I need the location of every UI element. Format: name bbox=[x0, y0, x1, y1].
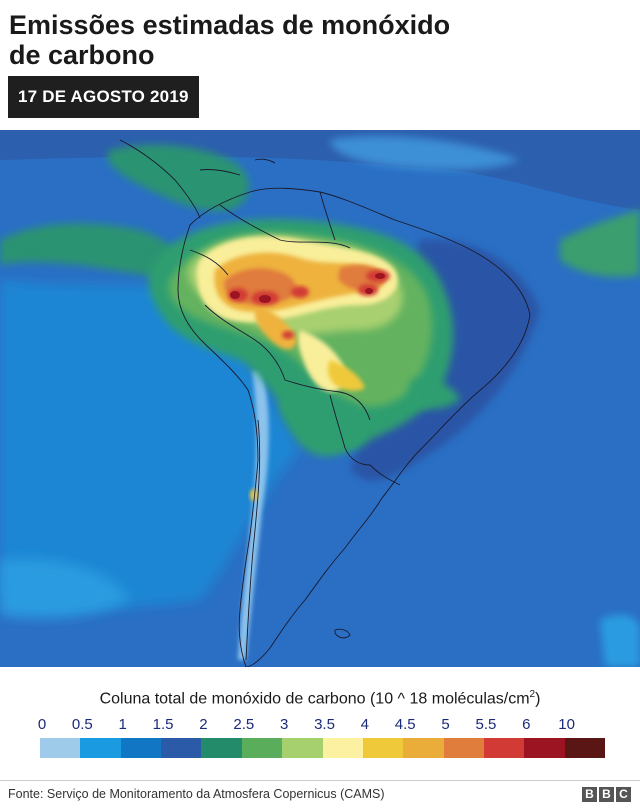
venezuela-guyana-border bbox=[319, 191, 336, 241]
core-4 bbox=[365, 288, 373, 294]
legend-title: Coluna total de monóxido de carbono (10 … bbox=[99, 689, 541, 708]
legend-swatch bbox=[443, 738, 484, 758]
legend-swatch bbox=[161, 738, 202, 758]
legend-color-bar bbox=[40, 738, 606, 758]
bbc-logo-block: C bbox=[616, 787, 631, 802]
legend-swatch bbox=[80, 738, 121, 758]
legend-tick-label: 6 bbox=[522, 716, 531, 733]
legend-tick-label: 1.5 bbox=[152, 716, 174, 733]
co-concentration-map bbox=[0, 130, 640, 667]
legend-tick-label: 3 bbox=[279, 716, 289, 733]
andes-yellow-spot bbox=[250, 489, 258, 501]
legend-swatch bbox=[403, 738, 444, 758]
core-3 bbox=[375, 273, 385, 279]
legend-swatch bbox=[282, 738, 323, 758]
hotspot-3 bbox=[291, 286, 309, 298]
legend-swatch bbox=[201, 738, 242, 758]
legend-tick-labels: 0 0.5 1 1.5 2 2.5 3 3.5 4 4.5 5 5.5 6 10 bbox=[0, 716, 640, 736]
legend-tick-label: 3.5 bbox=[314, 716, 335, 733]
legend-tick-label: 5 bbox=[441, 716, 450, 733]
title-line-2: de carbono bbox=[9, 40, 155, 70]
peru-brazil-border bbox=[204, 304, 286, 381]
legend-swatch bbox=[40, 738, 81, 758]
pacific-green-plume bbox=[0, 223, 200, 280]
legend-swatch bbox=[362, 738, 404, 758]
legend-tick-label: 4 bbox=[360, 716, 370, 733]
andes-light-streak bbox=[238, 370, 269, 660]
colombia-ecuador-border bbox=[189, 249, 229, 276]
title-line-1: Emissões estimadas de monóxido bbox=[9, 10, 451, 40]
legend-swatch bbox=[524, 738, 565, 758]
legend-swatch bbox=[483, 738, 525, 758]
legend-tick-label: 0.5 bbox=[71, 716, 93, 733]
atlantic-green-plume bbox=[560, 210, 640, 277]
chile-argentina-border bbox=[245, 419, 261, 661]
legend-swatch bbox=[322, 738, 363, 758]
paraguay-border bbox=[329, 394, 371, 466]
legend-tick-label: 2 bbox=[199, 716, 208, 733]
uruguay-border bbox=[369, 464, 401, 486]
falklands bbox=[334, 628, 351, 639]
bbc-logo-block: B bbox=[599, 787, 614, 802]
south-green-patch bbox=[279, 394, 364, 457]
core-2 bbox=[259, 295, 271, 303]
south-america-outline bbox=[177, 187, 531, 667]
source-note: Fonte: Serviço de Monitoramento da Atmos… bbox=[8, 787, 385, 801]
chart-title: Emissões estimadas de monóxido de carbon… bbox=[9, 10, 609, 70]
caribbean-islands bbox=[199, 158, 276, 176]
footer-divider bbox=[0, 780, 640, 781]
south-pacific-patch bbox=[0, 559, 130, 618]
date-badge: 17 DE AGOSTO 2019 bbox=[8, 76, 199, 118]
bolivia-border bbox=[284, 379, 371, 421]
caribbean-green bbox=[107, 144, 249, 211]
legend-tick-label: 0 bbox=[37, 716, 47, 733]
legend-swatch bbox=[241, 738, 283, 758]
legend-tick-label: 5.5 bbox=[475, 716, 497, 733]
legend-tick-label: 10 bbox=[558, 716, 575, 733]
northeast-light-patch bbox=[330, 136, 520, 170]
map-svg bbox=[0, 130, 640, 667]
hotspot-6 bbox=[282, 331, 294, 339]
northern-border bbox=[219, 204, 351, 249]
plume-south-orange bbox=[327, 360, 365, 391]
legend-swatch bbox=[564, 738, 606, 758]
southeast-green-patch bbox=[410, 378, 460, 410]
legend-tick-label: 1 bbox=[118, 716, 127, 733]
core-1 bbox=[230, 291, 240, 299]
legend-tick-label: 2.5 bbox=[233, 716, 255, 733]
south-atlantic-patch bbox=[600, 614, 640, 667]
legend-tick-label: 4.5 bbox=[394, 716, 416, 733]
bbc-logo-block: B bbox=[582, 787, 597, 802]
legend-swatch bbox=[120, 738, 162, 758]
country-borders bbox=[119, 139, 531, 667]
central-america-outline bbox=[119, 139, 201, 219]
pacific-light-band bbox=[0, 280, 300, 608]
